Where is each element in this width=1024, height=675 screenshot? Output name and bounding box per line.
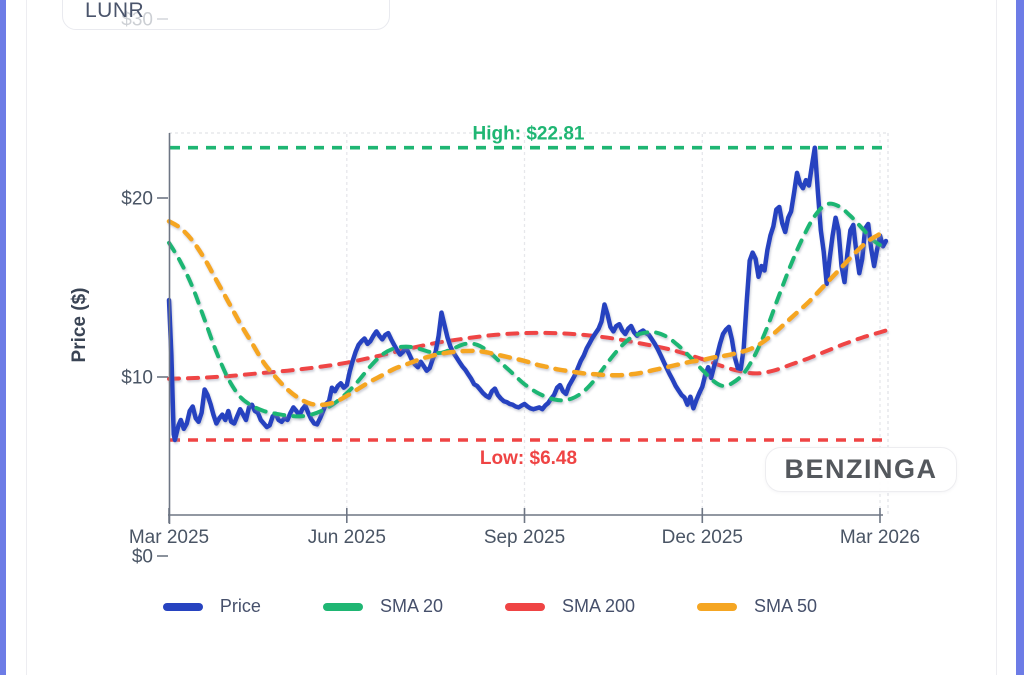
legend-item: SMA 20 <box>322 596 443 617</box>
card-border-left <box>26 0 27 675</box>
sma-200-line <box>167 328 888 381</box>
sma-50-line <box>166 219 889 408</box>
y-tick-label: $0 <box>132 547 153 568</box>
legend-swatch-icon <box>322 602 363 611</box>
frame-right <box>1016 0 1024 675</box>
legend-item: Price <box>162 596 261 617</box>
legend-label: SMA 50 <box>754 596 818 616</box>
frame-left <box>0 0 6 675</box>
price-series <box>166 145 889 443</box>
benzinga-watermark: BENZINGA <box>765 447 957 492</box>
x-tick-label: Mar 2025 <box>129 527 209 548</box>
legend-item: SMA 50 <box>697 596 817 617</box>
price-line <box>166 145 889 443</box>
y-tick-label: $10 <box>121 368 153 389</box>
sma-20-line <box>167 201 888 419</box>
card-border-right <box>996 0 997 675</box>
legend-label: SMA 200 <box>561 596 636 616</box>
legend-swatch-icon <box>504 602 545 611</box>
legend-item: SMA 200 <box>504 596 636 617</box>
high-label: High: $22.81 <box>473 124 585 145</box>
low-label: Low: $6.48 <box>480 448 577 469</box>
benzinga-logo-text: BENZINGA <box>784 454 938 484</box>
y-axis-title: Price ($) <box>69 287 90 363</box>
y-tick-label: $20 <box>121 189 153 210</box>
x-tick-label: Sep 2025 <box>484 527 565 548</box>
x-tick-label: Mar 2026 <box>840 527 920 548</box>
high-low-annotations: High: $22.81 Low: $6.48 <box>170 124 888 469</box>
legend-label: Price <box>219 596 261 616</box>
legend-swatch-icon <box>162 602 203 611</box>
legend-label: SMA 20 <box>379 596 443 616</box>
x-tick-label: Dec 2025 <box>662 527 743 548</box>
ticker-input[interactable]: LUNR <box>62 0 390 30</box>
legend-swatch-icon <box>697 602 738 611</box>
x-tick-label: Jun 2025 <box>308 527 386 548</box>
chart-legend: Price SMA 20 SMA 200 SMA 50 <box>0 596 980 617</box>
ticker-label: LUNR <box>85 0 145 22</box>
